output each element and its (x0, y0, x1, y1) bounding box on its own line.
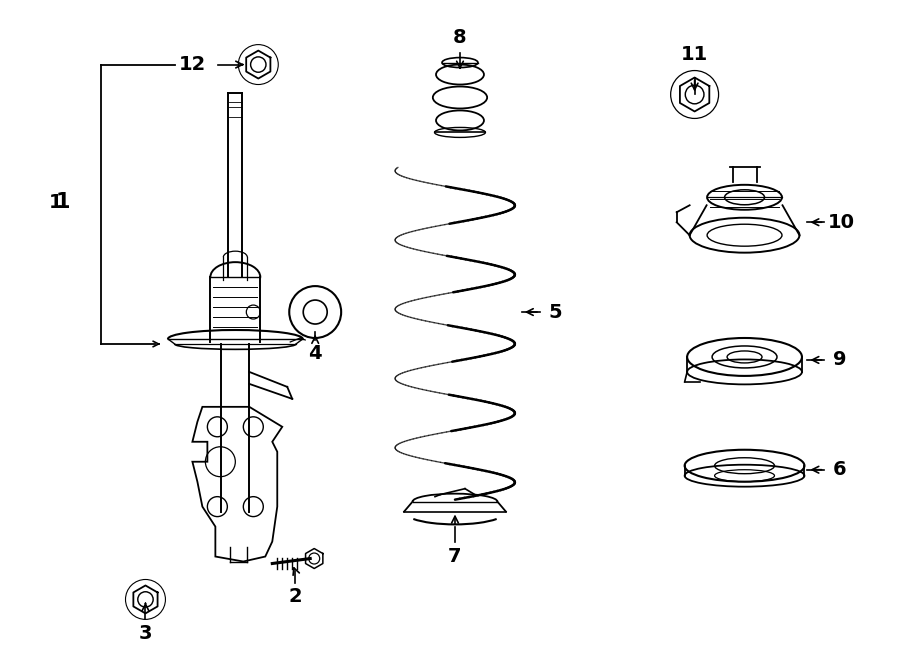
Text: 6: 6 (832, 460, 846, 479)
Text: 12: 12 (179, 55, 206, 74)
Text: 1: 1 (49, 193, 62, 212)
Text: 4: 4 (309, 344, 322, 363)
Text: 5: 5 (548, 303, 562, 322)
Text: 1: 1 (55, 192, 70, 213)
Text: 11: 11 (681, 45, 708, 64)
Text: 9: 9 (832, 350, 846, 369)
Text: 10: 10 (828, 213, 855, 232)
Text: 3: 3 (139, 624, 152, 643)
Text: 8: 8 (454, 28, 467, 47)
Text: 7: 7 (448, 547, 462, 566)
Text: 2: 2 (288, 587, 302, 606)
